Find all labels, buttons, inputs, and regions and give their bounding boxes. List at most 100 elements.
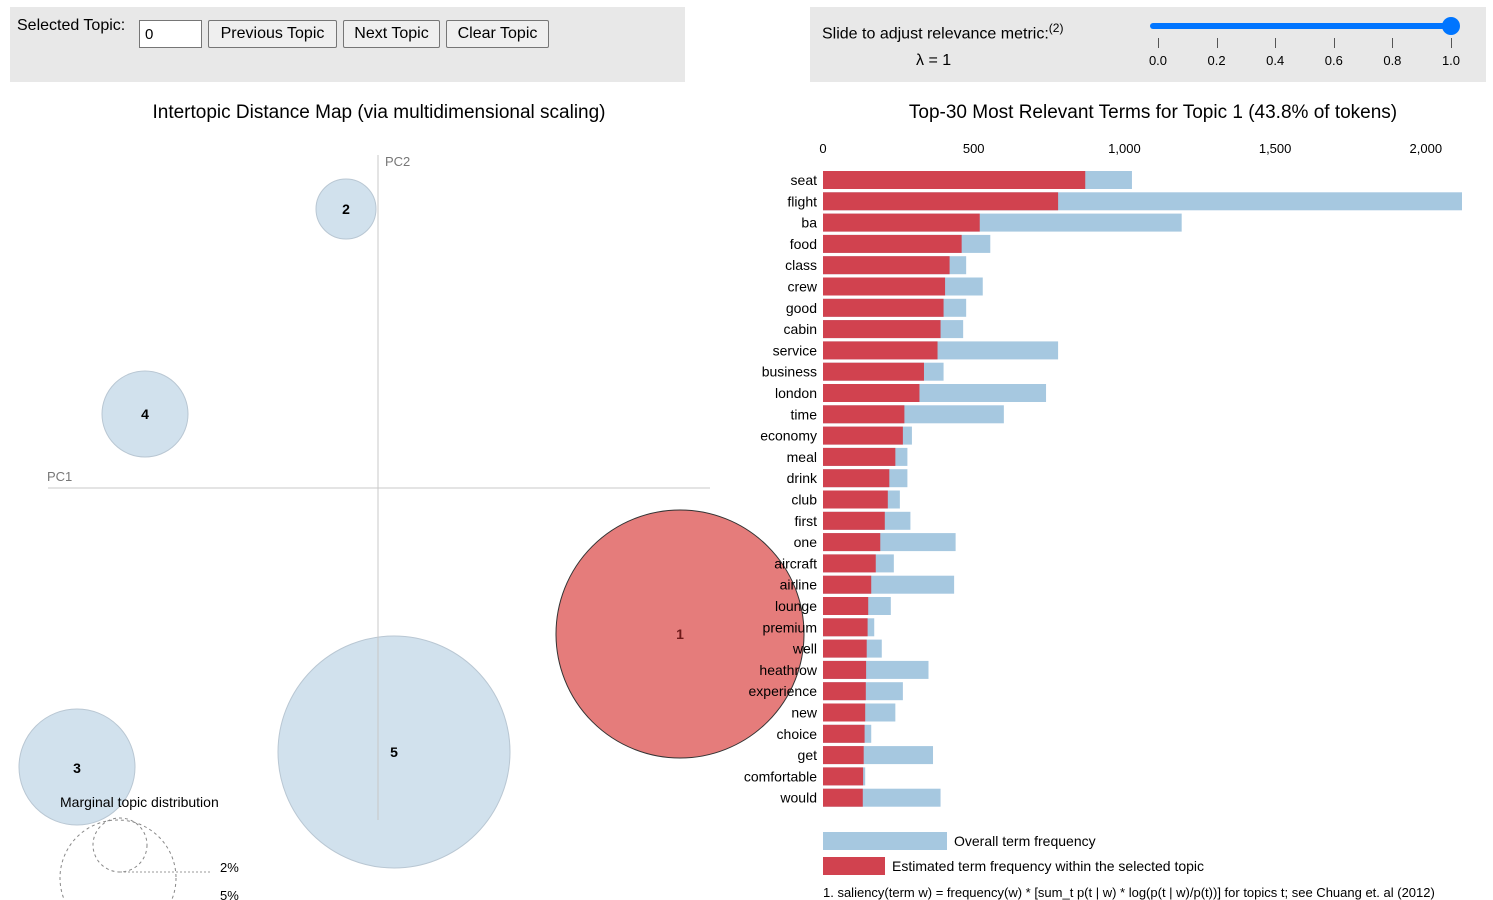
term-label: cabin xyxy=(784,321,817,337)
topic-frequency-bar xyxy=(823,746,864,765)
term-label: first xyxy=(794,513,817,529)
topic-frequency-bar xyxy=(823,660,867,679)
topic-frequency-bar xyxy=(823,533,881,552)
term-label: flight xyxy=(787,193,817,209)
topic-frequency-bar xyxy=(823,405,905,424)
legend-overall-label: Overall term frequency xyxy=(954,833,1096,849)
topic-frequency-bar xyxy=(823,341,938,360)
relevance-slider-thumb[interactable] xyxy=(1442,17,1460,35)
topic-frequency-bar xyxy=(823,213,980,232)
topic-circle-1[interactable]: 1 xyxy=(555,509,805,759)
topic-frequency-bar xyxy=(823,703,866,722)
next-topic-button[interactable]: Next Topic xyxy=(343,20,440,48)
topic-frequency-bar xyxy=(823,639,867,658)
term-label: seat xyxy=(791,172,818,188)
marginal-tick-5pct: 5% xyxy=(220,888,239,900)
marginal-circle-small xyxy=(92,817,148,873)
term-label: heathrow xyxy=(759,662,817,678)
topic-frequency-bar xyxy=(823,234,962,253)
topic-circle-1-label: 1 xyxy=(676,626,684,642)
topic-frequency-bar xyxy=(823,490,888,509)
legend-topic-swatch xyxy=(823,857,885,875)
term-label: well xyxy=(792,641,817,657)
relevance-control-panel: Slide to adjust relevance metric:(2) λ =… xyxy=(810,7,1486,82)
term-label: club xyxy=(791,492,817,508)
x-tick-label: 2,000 xyxy=(1410,141,1443,156)
slider-tick-label: 0.8 xyxy=(1383,53,1402,68)
term-label: crew xyxy=(787,279,817,295)
slider-tick-mark xyxy=(1333,38,1335,48)
topic-circle-5[interactable]: 5 xyxy=(277,635,511,869)
marginal-circle-large xyxy=(59,819,177,900)
relevance-slider-track[interactable] xyxy=(1150,23,1450,29)
slider-tick-label: 1.0 xyxy=(1441,53,1461,68)
term-label: choice xyxy=(777,726,818,742)
topic-frequency-bar xyxy=(823,597,869,615)
topic-circle-1-shape[interactable] xyxy=(555,509,805,759)
topic-frequency-bar xyxy=(823,192,1059,211)
slider-label: Slide to adjust relevance metric:(2) xyxy=(822,21,1063,43)
term-label: drink xyxy=(787,470,818,486)
topic-frequency-bar xyxy=(823,575,872,594)
clear-topic-button[interactable]: Clear Topic xyxy=(446,20,549,48)
pc1-label: PC1 xyxy=(47,469,72,484)
slider-label-text: Slide to adjust relevance metric: xyxy=(822,25,1049,43)
slider-tick-mark xyxy=(1392,38,1394,48)
slider-tick-label: 0.6 xyxy=(1324,53,1343,68)
topic-frequency-bar xyxy=(823,724,865,743)
slider-tick-mark xyxy=(1158,38,1159,48)
term-label: london xyxy=(775,385,817,401)
saliency-footnote: 1. saliency(term w) = frequency(w) * [su… xyxy=(823,885,1435,900)
term-label: aircraft xyxy=(774,555,817,571)
topic-frequency-bar xyxy=(823,362,924,381)
x-tick-label: 500 xyxy=(963,141,985,156)
topic-frequency-bar xyxy=(823,767,864,786)
term-label: lounge xyxy=(775,598,817,614)
previous-topic-button[interactable]: Previous Topic xyxy=(208,20,337,48)
topic-circle-4-label: 4 xyxy=(141,406,149,422)
term-label: premium xyxy=(763,619,817,635)
intertopic-map-title: Intertopic Distance Map (via multidimens… xyxy=(152,102,606,123)
topic-frequency-bar xyxy=(823,277,946,296)
term-label: would xyxy=(779,790,817,806)
term-label: class xyxy=(785,257,817,273)
topic-circle-5-label: 5 xyxy=(390,744,398,760)
term-bar-chart: 0 500 1,000 1,500 2,000 seat flight ba food class… xyxy=(744,141,1462,807)
legend-overall-swatch xyxy=(823,832,947,850)
topic-circle-2-shape[interactable] xyxy=(315,178,377,240)
pc2-label: PC2 xyxy=(385,154,410,169)
topic-frequency-bar xyxy=(823,618,868,637)
topic-circle-3-shape[interactable] xyxy=(18,708,136,826)
topic-circle-4-shape[interactable] xyxy=(101,370,189,458)
topic-frequency-bar xyxy=(823,171,1086,189)
topic-frequency-bar xyxy=(823,469,890,488)
topic-frequency-bar xyxy=(823,511,885,530)
term-label: business xyxy=(762,364,817,380)
term-label: economy xyxy=(760,428,817,444)
term-label: time xyxy=(791,406,818,422)
topic-circle-5-shape[interactable] xyxy=(277,635,511,869)
slider-tick-label: 0.0 xyxy=(1148,53,1168,68)
term-label: comfortable xyxy=(744,768,817,784)
topic-circle-4[interactable]: 4 xyxy=(101,370,189,458)
term-label: meal xyxy=(787,449,817,465)
x-tick-label: 1,500 xyxy=(1259,141,1292,156)
bar-chart-title: Top-30 Most Relevant Terms for Topic 1 (… xyxy=(908,102,1398,123)
term-label: get xyxy=(798,747,818,763)
term-label: service xyxy=(773,342,818,358)
term-label: good xyxy=(786,300,817,316)
slider-tick-mark xyxy=(1451,38,1452,48)
topic-circle-3-label: 3 xyxy=(73,760,81,776)
selected-topic-input[interactable] xyxy=(139,20,202,48)
topic-frequency-bar xyxy=(823,682,866,701)
slider-tick-label: 0.2 xyxy=(1207,53,1226,68)
topic-circle-2[interactable]: 2 xyxy=(315,178,377,240)
topic-circle-3[interactable]: 3 xyxy=(18,708,136,826)
marginal-distribution-label: Marginal topic distribution xyxy=(60,794,219,810)
slider-tick-label: 0.4 xyxy=(1266,53,1285,68)
topic-frequency-bar xyxy=(823,447,896,466)
slider-tick-mark xyxy=(1216,38,1218,48)
legend-topic-label: Estimated term frequency within the sele… xyxy=(892,858,1205,874)
marginal-distribution-legend: 2% 5% xyxy=(59,817,239,900)
